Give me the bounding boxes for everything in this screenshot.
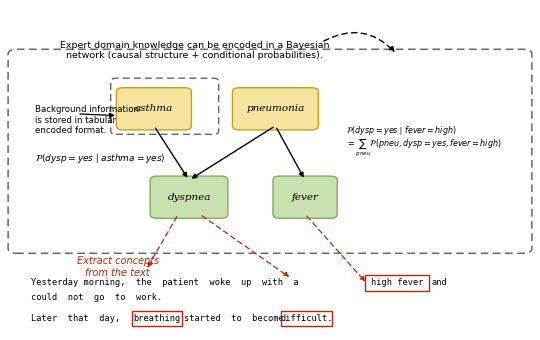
Text: could  not  go  to  work.: could not go to work. (31, 293, 163, 302)
FancyBboxPatch shape (132, 311, 182, 326)
Text: Later  that  day,: Later that day, (31, 314, 120, 323)
Text: pneumonia: pneumonia (246, 104, 305, 113)
FancyBboxPatch shape (150, 176, 228, 218)
Text: difficult.: difficult. (280, 314, 333, 323)
FancyBboxPatch shape (117, 88, 191, 130)
Text: high fever: high fever (370, 278, 423, 287)
Text: Extract concepts
from the text: Extract concepts from the text (77, 256, 159, 278)
Text: breathing: breathing (133, 314, 180, 323)
Text: Background information
is stored in tabular
encoded format.: Background information is stored in tabu… (35, 105, 139, 135)
Text: started  to  become: started to become (184, 314, 284, 323)
Text: $\mathcal{P}(dysp = yes \mid asthma = yes)$: $\mathcal{P}(dysp = yes \mid asthma = ye… (35, 152, 166, 165)
Text: asthma: asthma (135, 104, 173, 113)
Text: fever: fever (292, 193, 319, 202)
FancyBboxPatch shape (281, 311, 332, 326)
Text: dyspnea: dyspnea (167, 193, 211, 202)
Text: Yesterday morning,  the  patient  woke  up  with  a: Yesterday morning, the patient woke up w… (31, 278, 299, 287)
Text: and: and (432, 278, 448, 287)
FancyBboxPatch shape (8, 49, 532, 253)
FancyBboxPatch shape (232, 88, 319, 130)
Text: $\mathcal{P}(dysp = yes \mid fever = high)$: $\mathcal{P}(dysp = yes \mid fever = hig… (346, 124, 456, 137)
FancyBboxPatch shape (273, 176, 337, 218)
Text: $= \sum_{pneu} \mathcal{P}(pneu, dysp = yes, fever = high)$: $= \sum_{pneu} \mathcal{P}(pneu, dysp = … (346, 136, 501, 158)
FancyBboxPatch shape (365, 275, 429, 291)
Text: Expert domain knowledge can be encoded in a Bayesian
network (causal structure +: Expert domain knowledge can be encoded i… (59, 41, 329, 60)
